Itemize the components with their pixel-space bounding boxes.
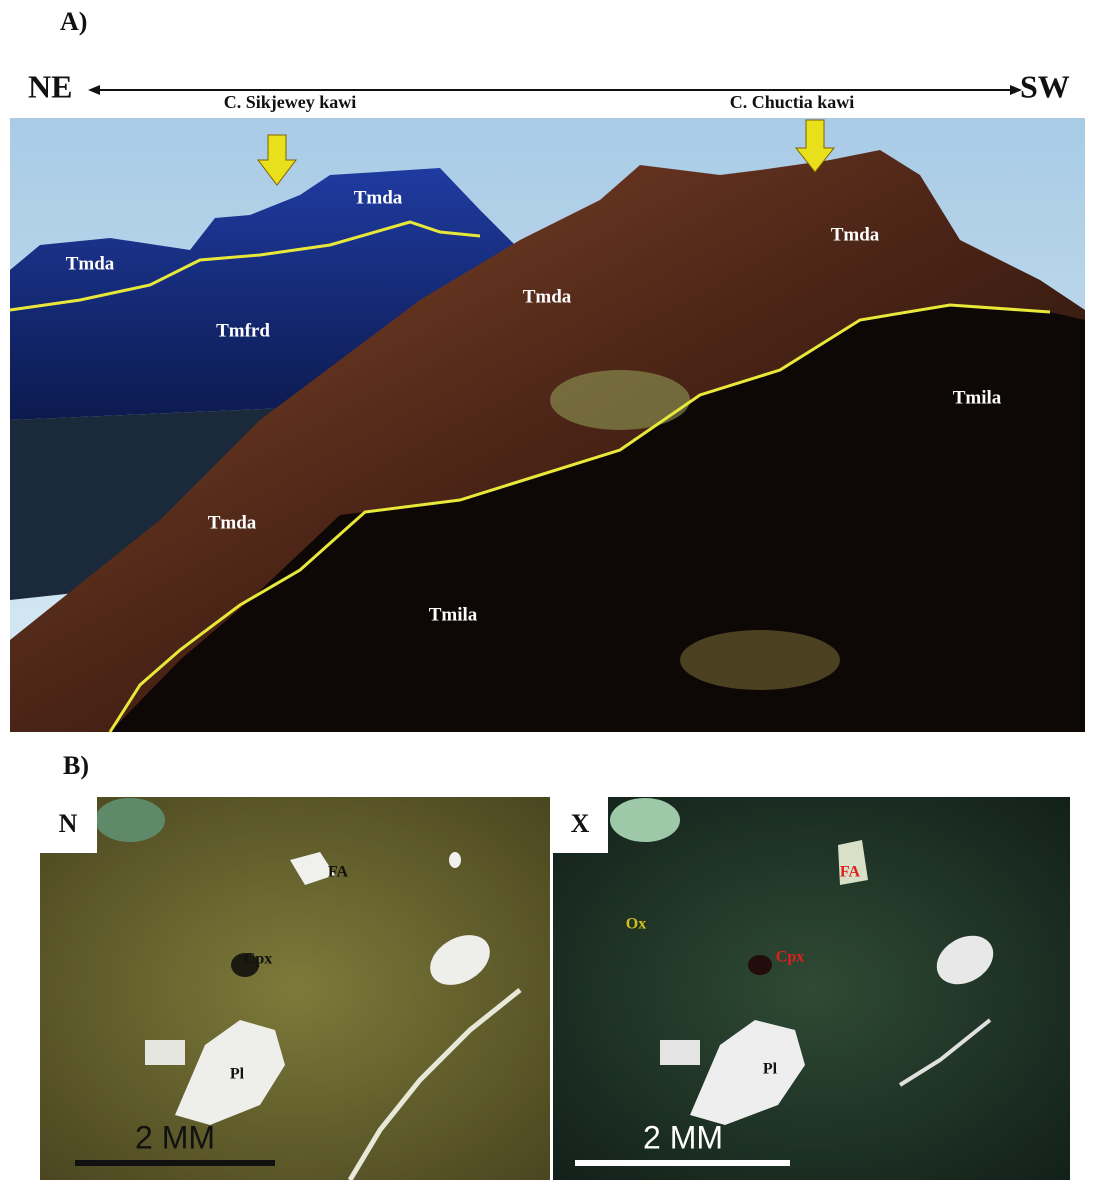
mineral-label: Pl xyxy=(230,1066,245,1083)
view-label: X xyxy=(571,809,590,838)
groundmass xyxy=(553,797,1070,1180)
panel-label: B) xyxy=(63,751,89,780)
scale-label: 2 MM xyxy=(135,1119,215,1155)
mineral-label: Pl xyxy=(763,1061,778,1078)
unit-label: Tmila xyxy=(429,604,478,625)
peak-label: C. Sikjewey kawi xyxy=(224,92,357,112)
groundmass xyxy=(40,797,550,1180)
panel-label: A) xyxy=(60,7,87,36)
crystal xyxy=(610,798,680,842)
unit-label: Tmda xyxy=(208,512,257,533)
crystal xyxy=(748,955,772,975)
mineral-label: FA xyxy=(840,864,861,881)
field-photo: Tmda Tmda Tmfrd Tmda Tmda Tmila Tmda Tmi… xyxy=(10,118,1085,732)
shrub xyxy=(550,370,690,430)
unit-label: Tmila xyxy=(953,387,1002,408)
shrub xyxy=(680,630,840,690)
unit-label: Tmda xyxy=(354,187,403,208)
mineral-label: Ox xyxy=(626,916,646,933)
crystal xyxy=(660,1040,700,1065)
arrow-head xyxy=(88,85,100,95)
unit-label: Tmda xyxy=(831,224,880,245)
unit-label: Tmda xyxy=(66,253,115,274)
direction: SW xyxy=(1020,68,1070,104)
direction: NE xyxy=(28,68,72,104)
view-label: N xyxy=(59,809,78,838)
unit-label: Tmfrd xyxy=(216,320,270,341)
micrograph-ppl: N FA Cpx Pl 2 MM xyxy=(40,797,550,1180)
mineral-label: Cpx xyxy=(776,949,804,966)
unit-label: Tmda xyxy=(523,286,572,307)
crystal xyxy=(449,852,461,868)
mineral-label: FA xyxy=(328,864,349,881)
crystal xyxy=(145,1040,185,1065)
mineral-label: Cpx xyxy=(244,951,272,968)
peak-label: C. Chuctia kawi xyxy=(730,92,855,112)
scale-label: 2 MM xyxy=(643,1119,723,1155)
micrograph-xpl: X FA Ox Cpx Pl 2 MM xyxy=(553,797,1070,1180)
figure: A) NE SW C. Sikjewey kawi C. Chuctia kaw… xyxy=(0,0,1096,1180)
crystal xyxy=(95,798,165,842)
